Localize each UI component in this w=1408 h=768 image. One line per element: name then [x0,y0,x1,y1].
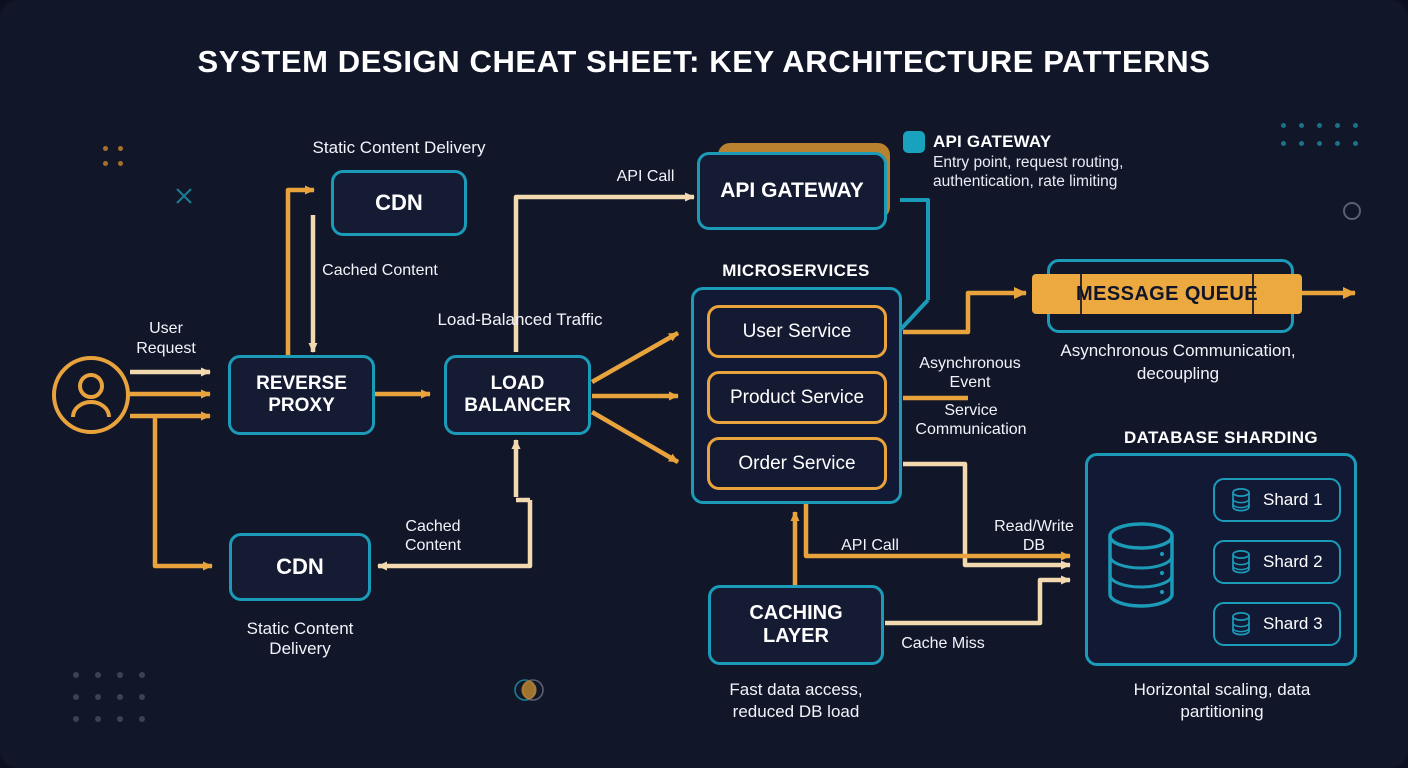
legend-description-line1: Entry point, request routing, [933,154,1124,171]
node-order-service[interactable]: Order Service [707,437,887,490]
decor-dots-top-left [103,146,133,176]
decor-dots-top-right [1281,123,1371,159]
caption-message-queue-line1: Asynchronous Communication, [1060,341,1296,360]
legend-color-swatch [903,131,925,153]
decor-venn-icon [514,679,544,701]
user-service-label: User Service [742,320,852,342]
caption-static-content-delivery-bottom-line1: Static Content [246,619,354,638]
order-service-label: Order Service [738,452,856,474]
message-queue-label: MESSAGE QUEUE [1076,282,1258,305]
shard-2-label: Shard 2 [1263,552,1323,571]
reverse-proxy-line2: PROXY [268,395,335,416]
decor-dots-bottom-left [73,672,161,738]
reverse-proxy-line1: REVERSE [256,373,347,395]
edge-label-service-communication-line1: Service [944,402,998,419]
api-gateway-label: API GATEWAY [720,178,864,202]
product-service-label: Product Service [729,386,865,408]
database-cylinder-icon [1108,522,1174,608]
legend-title: API GATEWAY [933,132,1052,151]
edge-label-api-call-cache: API Call [841,537,899,554]
edge-label-static-content-delivery-top: Static Content Delivery [312,138,486,157]
caching-layer-line1: CACHING [749,602,843,624]
node-cdn-top[interactable]: CDN [331,170,467,236]
user-avatar-icon [52,356,130,434]
shard-item-1[interactable]: Shard 1 [1213,478,1341,522]
caching-layer-line2: LAYER [763,625,829,647]
edge-label-asynchronous-event-line2: Event [949,374,991,391]
node-user-service[interactable]: User Service [707,305,887,358]
decor-x-mark [176,188,192,204]
shard-db-icon [1232,550,1250,574]
shard-3-label: Shard 3 [1263,614,1323,633]
node-load-balancer[interactable]: LOAD BALANCER [444,355,591,435]
shard-db-icon [1232,612,1250,636]
edge-label-service-communication-line2: Communication [915,421,1027,438]
node-caching-layer[interactable]: CACHING LAYER [708,585,884,665]
edge-label-user-request-line1: User [149,320,183,337]
edge-label-user-request-line2: Request [136,340,196,357]
edge-label-cached-content-mid-line1: Cached [405,518,461,535]
load-balancer-line2: BALANCER [464,395,571,416]
node-reverse-proxy[interactable]: REVERSE PROXY [228,355,375,435]
decor-ring-right [1343,202,1361,220]
node-api-gateway[interactable]: API GATEWAY [697,152,887,230]
page-title: SYSTEM DESIGN CHEAT SHEET: KEY ARCHITECT… [197,44,1211,79]
load-balancer-line1: LOAD [490,373,545,395]
edge-label-read-write-db-line2: DB [1022,537,1046,554]
shard-item-2[interactable]: Shard 2 [1213,540,1341,584]
caption-caching-layer-line2: reduced DB load [732,702,860,721]
edge-label-api-call-gateway: API Call [616,168,675,185]
caption-database-sharding-line1: Horizontal scaling, data [1133,680,1311,699]
node-message-queue[interactable]: MESSAGE QUEUE [1032,274,1302,314]
shard-1-label: Shard 1 [1263,490,1323,509]
edge-label-load-balanced-traffic: Load-Balanced Traffic [437,310,603,329]
database-sharding-heading: DATABASE SHARDING [1123,428,1319,447]
shard-item-3[interactable]: Shard 3 [1213,602,1341,646]
caption-message-queue-line2: decoupling [1136,364,1220,383]
edge-label-cached-content-mid-line2: Content [404,537,462,554]
legend-description-line2: authentication, rate limiting [933,173,1118,190]
shard-db-icon [1232,488,1250,512]
node-cdn-bottom[interactable]: CDN [229,533,371,601]
cdn-top-label: CDN [375,190,423,216]
edge-label-asynchronous-event-line1: Asynchronous [919,355,1021,372]
microservices-heading: MICROSERVICES [722,261,870,280]
node-product-service[interactable]: Product Service [707,371,887,424]
edge-label-read-write-db-line1: Read/Write [994,518,1074,535]
edge-label-cached-content-top: Cached Content [322,262,438,279]
caption-caching-layer-line1: Fast data access, [729,680,863,699]
caption-static-content-delivery-bottom-line2: Delivery [269,639,331,658]
edge-label-cache-miss: Cache Miss [901,635,985,652]
cdn-bottom-label: CDN [276,554,324,580]
caption-database-sharding-line2: partitioning [1180,702,1264,721]
